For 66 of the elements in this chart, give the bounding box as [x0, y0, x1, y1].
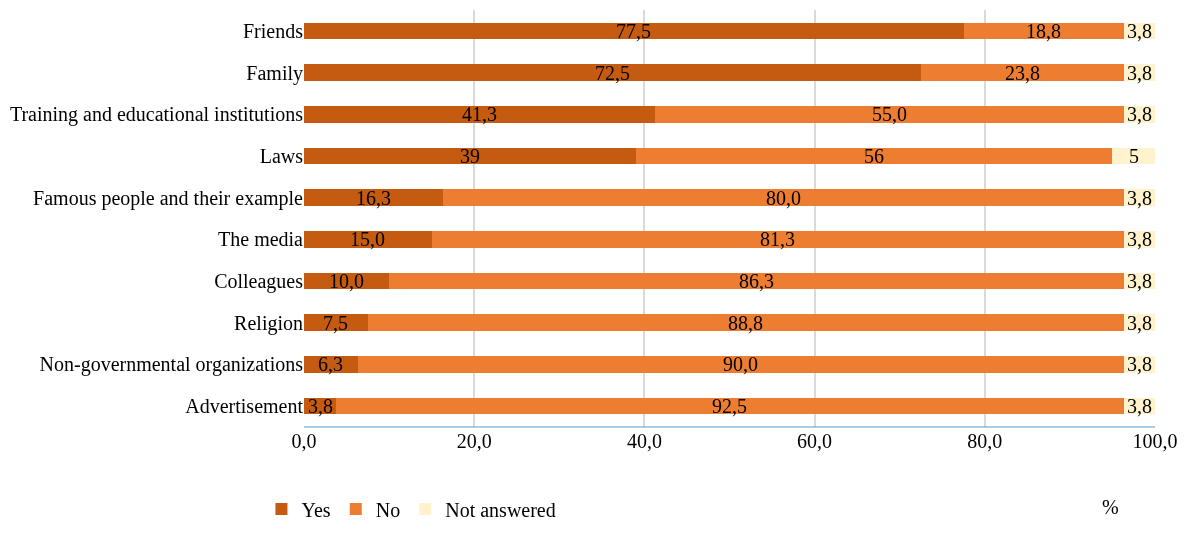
y-tick-label: Family	[246, 61, 303, 85]
data-label: 7,5	[323, 312, 348, 334]
data-label: 92,5	[712, 395, 747, 417]
bar	[431, 231, 1124, 248]
bar	[304, 64, 921, 81]
data-label: 3,8	[1127, 103, 1152, 125]
bar	[304, 189, 443, 206]
data-label: 56	[864, 145, 884, 167]
data-label: 88,8	[728, 312, 763, 334]
data-label: 3,8	[1127, 228, 1152, 250]
data-label: 55,0	[872, 103, 907, 125]
data-label: 39	[460, 145, 480, 167]
data-label: 10,0	[329, 270, 364, 292]
data-label: 72,5	[595, 62, 630, 84]
y-tick-label: Non-governmental organizations	[39, 353, 304, 377]
data-label: 3,8	[1127, 312, 1152, 334]
data-label: 77,5	[616, 20, 651, 42]
x-tick-label: 40,0	[626, 430, 662, 452]
bar	[389, 272, 1124, 290]
bar	[304, 22, 964, 40]
data-label: 16,3	[356, 187, 391, 209]
data-label: 15,0	[350, 228, 385, 250]
bar	[655, 105, 1124, 123]
y-tick-label: Colleagues	[214, 270, 304, 294]
bar	[367, 314, 1124, 332]
y-tick-label: Laws	[259, 144, 304, 167]
bar	[304, 231, 432, 248]
bar	[336, 397, 1124, 415]
data-label: 3,8	[1127, 353, 1152, 375]
data-label: 3,8	[1127, 270, 1152, 292]
data-label: 86,3	[739, 270, 774, 292]
legend-label: No	[375, 498, 401, 521]
y-tick-label: Famous people and their example	[33, 186, 304, 210]
x-tick-label: 100,0	[1132, 430, 1178, 452]
data-label: 80,0	[766, 187, 801, 209]
legend-label: Yes	[301, 498, 331, 521]
legend-label: Not answered	[445, 498, 556, 521]
x-axis-title: %	[1102, 496, 1119, 518]
data-label: 6,3	[318, 353, 343, 375]
bar	[635, 147, 1113, 165]
data-label: 90,0	[723, 353, 758, 375]
data-label: 3,8	[1127, 62, 1152, 84]
bar	[304, 105, 656, 123]
x-tick-label: 0,0	[291, 430, 317, 452]
y-tick-label: Friends	[243, 19, 304, 42]
data-label: 3,8	[1127, 20, 1152, 42]
bar	[920, 64, 1124, 81]
data-label: 3,8	[1127, 395, 1152, 417]
data-label: 5	[1129, 145, 1139, 167]
bar	[357, 356, 1124, 373]
x-tick-label: 60,0	[797, 430, 833, 452]
y-tick-label: Religion	[234, 311, 303, 335]
x-tick-label: 20,0	[456, 430, 492, 452]
data-label: 18,8	[1026, 20, 1061, 42]
y-tick-label: The media	[218, 228, 304, 251]
bar	[304, 314, 368, 332]
y-tick-label: Advertisement	[185, 395, 304, 418]
x-tick-label: 80,0	[967, 430, 1003, 452]
data-label: 81,3	[760, 228, 795, 250]
bar	[442, 189, 1124, 206]
data-label: 3,8	[308, 395, 333, 417]
y-tick-label: Training and educational institutions	[9, 103, 304, 127]
data-label: 3,8	[1127, 187, 1152, 209]
data-label: 41,3	[462, 103, 497, 125]
bar	[304, 147, 636, 165]
data-label: 23,8	[1005, 62, 1040, 84]
